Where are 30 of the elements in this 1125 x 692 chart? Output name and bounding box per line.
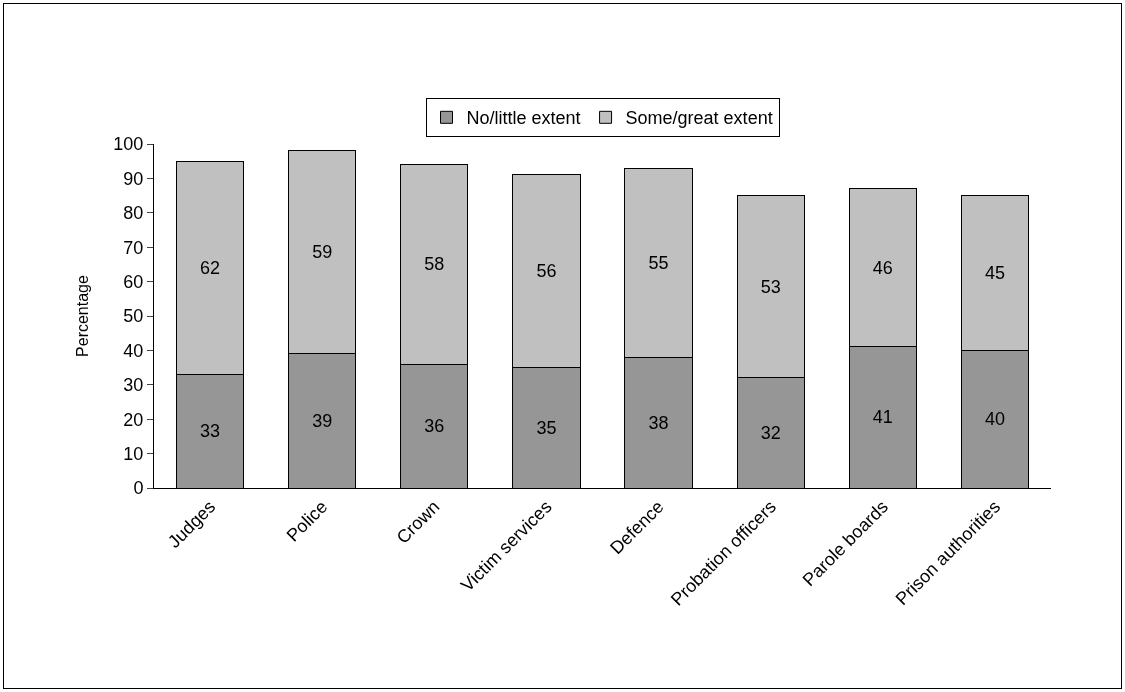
data-label: 46: [872, 257, 893, 278]
data-label: 53: [760, 276, 781, 297]
data-label: 58: [424, 254, 445, 275]
y-tick-label: 100: [113, 134, 144, 155]
data-label: 45: [984, 263, 1005, 283]
y-tick-label: 90: [123, 168, 144, 189]
data-label: 41: [872, 407, 893, 428]
y-tick-label: 0: [133, 478, 144, 499]
data-label: 33: [200, 421, 221, 442]
y-tick-label: 30: [123, 375, 144, 396]
data-label: 35: [536, 417, 557, 438]
data-label: 56: [536, 261, 557, 282]
data-label: 38: [648, 412, 669, 433]
y-tick-label: 60: [123, 271, 144, 292]
data-label: 55: [648, 252, 669, 273]
data-label: 62: [200, 257, 221, 278]
y-tick-label: 50: [123, 306, 144, 327]
data-label: 40: [984, 409, 1005, 430]
y-tick-label: 70: [123, 237, 144, 258]
data-label: 32: [760, 422, 781, 443]
y-tick-label: 80: [123, 203, 144, 224]
legend-label: No/little extent: [466, 108, 581, 129]
data-label: 36: [424, 416, 445, 437]
y-tick-label: 20: [123, 409, 144, 430]
y-axis-title: Percentage: [74, 274, 92, 357]
legend-label: Some/great extent: [625, 108, 773, 129]
data-label: 39: [312, 410, 333, 431]
y-tick-label: 10: [123, 443, 144, 464]
data-label: 59: [312, 242, 333, 263]
y-tick-label: 40: [123, 340, 144, 361]
